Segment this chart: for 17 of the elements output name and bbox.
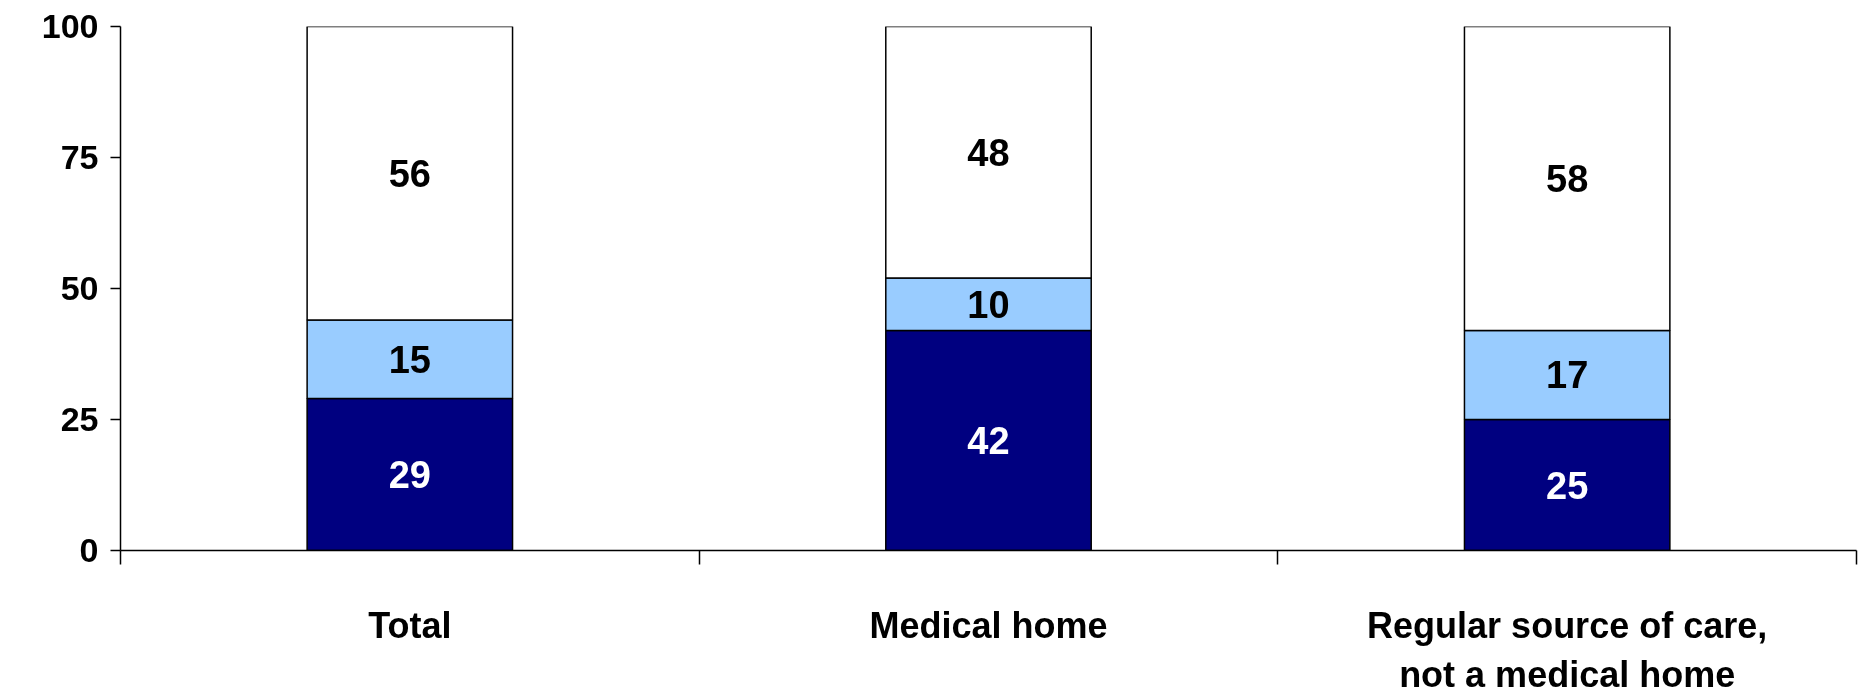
x-tick-label: Total [368,604,452,646]
data-label: 58 [1546,157,1589,200]
y-tick-label: 25 [60,400,99,438]
data-label: 15 [388,338,431,381]
y-tick-label: 75 [60,138,99,176]
y-tick-label: 50 [60,269,99,307]
data-label: 48 [967,131,1010,174]
y-tick-label: 100 [41,7,99,45]
y-tick-label: 0 [79,531,99,569]
data-label: 17 [1546,354,1589,397]
data-label: 56 [388,152,431,195]
data-label: 42 [967,419,1010,462]
data-label: 29 [388,454,431,497]
data-label: 10 [967,283,1010,326]
x-tick-label: Regular source of care, not a medical home [1367,604,1768,695]
data-label: 25 [1546,464,1589,507]
x-tick-label: Medical home [869,604,1108,646]
